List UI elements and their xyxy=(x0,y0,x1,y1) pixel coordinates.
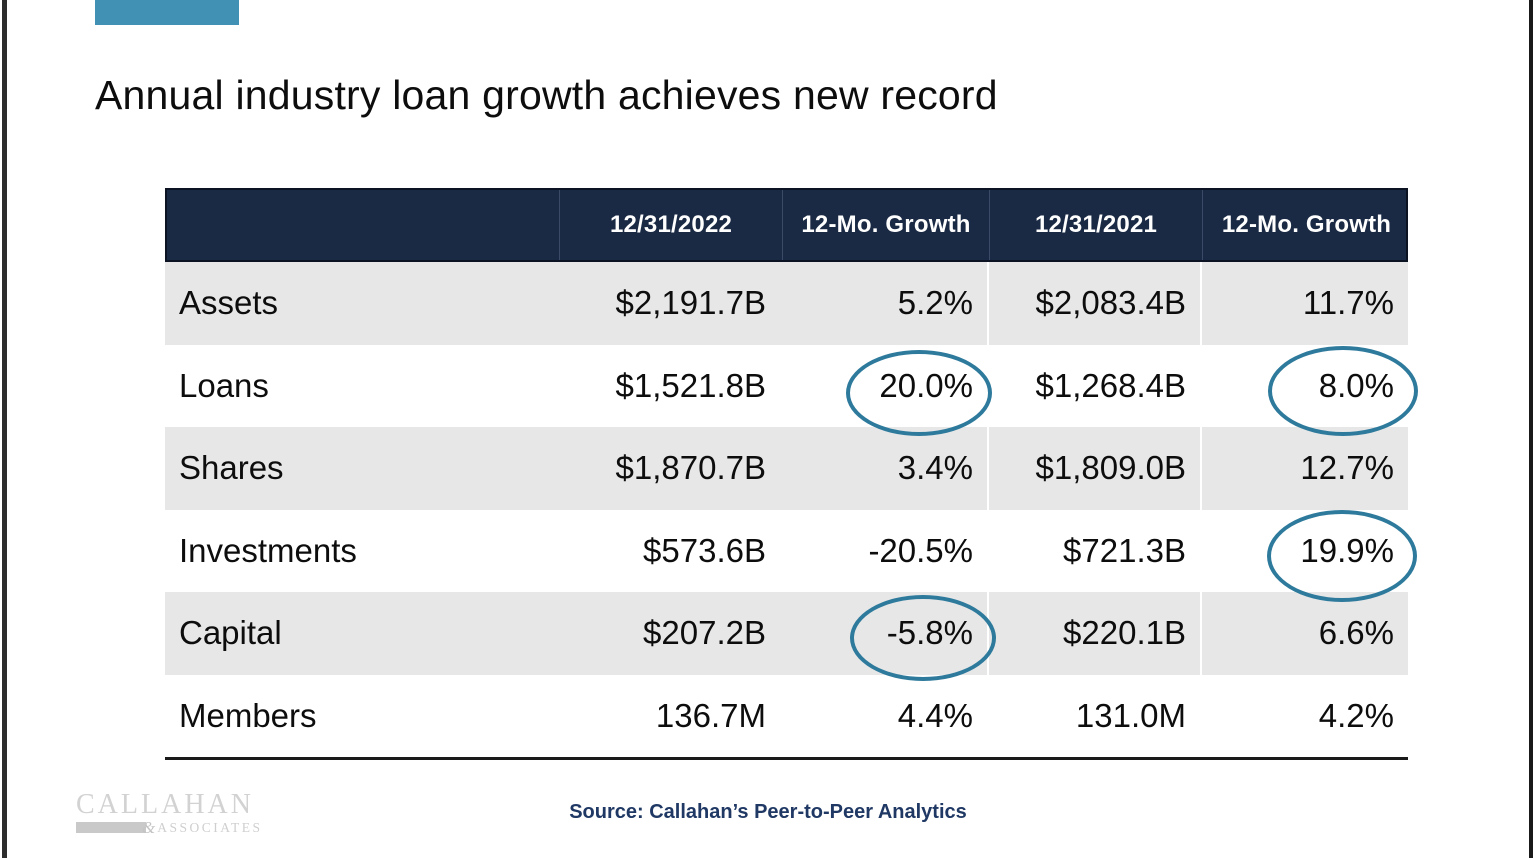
table-row-assets: Assets $2,191.7B 5.2% $2,083.4B 11.7% xyxy=(165,262,1408,345)
value-2022-cell: $1,521.8B xyxy=(615,366,766,404)
table-row-loans: Loans $1,521.8B 20.0% $1,268.4B 8.0% xyxy=(165,344,1408,427)
row-label: Loans xyxy=(179,366,269,404)
growth-2022-cell: 5.2% xyxy=(897,284,973,322)
growth-2021-cell: 4.2% xyxy=(1200,674,1408,757)
value-2022-cell: $573.6B xyxy=(643,531,766,569)
table-row-capital: Capital $207.2B -5.8% $220.1B 6.6% xyxy=(165,592,1408,675)
table-row-shares: Shares $1,870.7B 3.4% $1,809.0B 12.7% xyxy=(165,427,1408,510)
logo-bar xyxy=(76,822,146,833)
growth-2022-cell: 20.0% xyxy=(879,366,973,404)
logo-wordmark: CALLAHAN xyxy=(76,789,254,820)
growth-2021-cell: 12.7% xyxy=(1200,427,1408,510)
growth-2022-cell: 4.4% xyxy=(897,696,973,734)
growth-2021-cell: 19.9% xyxy=(1200,509,1408,592)
growth-2021-cell: 6.6% xyxy=(1200,592,1408,675)
data-table: 12/31/2022 12-Mo. Growth 12/31/2021 12-M… xyxy=(165,188,1418,760)
growth-2022-cell: 3.4% xyxy=(897,449,973,487)
value-2021-cell: $721.3B xyxy=(987,509,1200,592)
left-edge-bar xyxy=(2,0,7,858)
growth-2021-cell: 11.7% xyxy=(1200,262,1408,345)
value-2022-cell: $207.2B xyxy=(643,614,766,652)
row-label: Shares xyxy=(179,449,284,487)
row-label: Capital xyxy=(179,614,282,652)
table-bottom-border xyxy=(165,757,1408,760)
source-attribution: Source: Callahan’s Peer-to-Peer Analytic… xyxy=(569,801,967,823)
row-label: Investments xyxy=(179,531,357,569)
logo-ampersand: & xyxy=(142,818,156,837)
table-header-row: 12/31/2022 12-Mo. Growth 12/31/2021 12-M… xyxy=(165,188,1408,262)
value-2022-cell: $2,191.7B xyxy=(615,284,766,322)
value-2022-cell: $1,870.7B xyxy=(615,449,766,487)
page-title: Annual industry loan growth achieves new… xyxy=(95,72,998,118)
value-2021-cell: $220.1B xyxy=(987,592,1200,675)
table-row-investments: Investments $573.6B -20.5% $721.3B 19.9% xyxy=(165,509,1408,592)
value-2022-cell: 136.7M xyxy=(655,696,766,734)
growth-2022-cell: -20.5% xyxy=(868,531,973,569)
value-2021-cell: $1,268.4B xyxy=(987,344,1200,427)
header-cell-growth-2021: 12-Mo. Growth xyxy=(1202,190,1410,260)
header-cell-growth-2022: 12-Mo. Growth xyxy=(782,190,989,260)
header-cell-date-2021: 12/31/2021 xyxy=(989,190,1202,260)
value-2021-cell: 131.0M xyxy=(987,674,1200,757)
accent-bar xyxy=(95,0,239,25)
logo-associates: ASSOCIATES xyxy=(157,819,263,835)
value-2021-cell: $2,083.4B xyxy=(987,262,1200,345)
value-2021-cell: $1,809.0B xyxy=(987,427,1200,510)
growth-2021-cell: 8.0% xyxy=(1200,344,1408,427)
header-cell-date-2022: 12/31/2022 xyxy=(559,190,782,260)
growth-2022-cell: -5.8% xyxy=(886,614,973,652)
right-edge-bar xyxy=(1529,0,1533,858)
row-label: Assets xyxy=(179,284,279,322)
row-label: Members xyxy=(179,696,317,734)
header-cell-blank xyxy=(167,190,559,260)
callahan-logo: CALLAHAN & ASSOCIATES xyxy=(76,789,263,837)
logo-subline: & ASSOCIATES xyxy=(76,818,263,837)
table-row-members: Members 136.7M 4.4% 131.0M 4.2% xyxy=(165,674,1408,757)
